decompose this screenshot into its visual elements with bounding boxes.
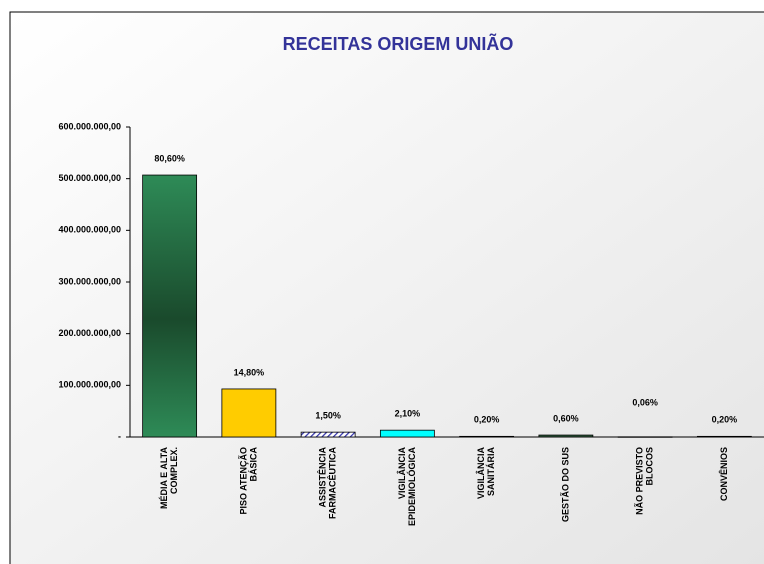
data-label: 1,50%: [315, 411, 341, 421]
y-tick-label: 300.000.000,00: [58, 276, 121, 286]
y-tick-label: 200.000.000,00: [58, 328, 121, 338]
data-label: 80,60%: [154, 153, 185, 163]
x-tick-label: CONVÊNIOS: [718, 447, 729, 501]
bar: [221, 388, 277, 438]
chart-title: RECEITAS ORIGEM UNIÃO: [283, 33, 514, 54]
x-tick-label: GESTÃO DO SUS: [560, 447, 570, 522]
x-tick-label: BÁSICA: [248, 447, 258, 482]
bar: [696, 435, 752, 438]
x-tick-label: PISO ATENÇÃO: [238, 447, 248, 515]
data-label: 0,60%: [553, 413, 579, 423]
bar: [379, 429, 435, 438]
x-tick-label: NÃO PREVISTO: [635, 447, 645, 515]
bar: [142, 174, 198, 438]
bar: [617, 436, 673, 438]
x-tick-label: ASSISTÊNCIA: [317, 447, 328, 508]
y-tick-label: 600.000.000,00: [58, 121, 121, 131]
data-label: 0,20%: [474, 415, 500, 425]
y-tick-label: -: [118, 431, 121, 441]
bar: [459, 435, 515, 438]
x-tick-label: MÉDIA E ALTA: [159, 447, 169, 509]
x-tick-label: SANITÁRIA: [486, 447, 496, 496]
x-tick-label: FARMACÊUTICA: [327, 447, 338, 519]
data-label: 0,06%: [632, 397, 658, 407]
x-tick-label: EPIDEMIOLÓGICA: [406, 447, 417, 527]
chart-frame: [9, 11, 764, 564]
y-tick-label: 400.000.000,00: [58, 225, 121, 235]
bar: [300, 431, 356, 438]
data-label: 14,80%: [234, 367, 265, 377]
data-label: 0,20%: [712, 415, 738, 425]
y-tick-label: 100.000.000,00: [58, 380, 121, 390]
x-tick-label: VIGILÂNCIA: [396, 447, 407, 500]
x-tick-label: VIGILÂNCIA: [475, 447, 486, 500]
bar: [538, 434, 594, 438]
y-tick-label: 500.000.000,00: [58, 173, 121, 183]
x-tick-label: BLOCOS: [645, 447, 655, 486]
x-tick-label: COMPLEX.: [169, 447, 179, 494]
data-label: 2,10%: [395, 409, 421, 419]
